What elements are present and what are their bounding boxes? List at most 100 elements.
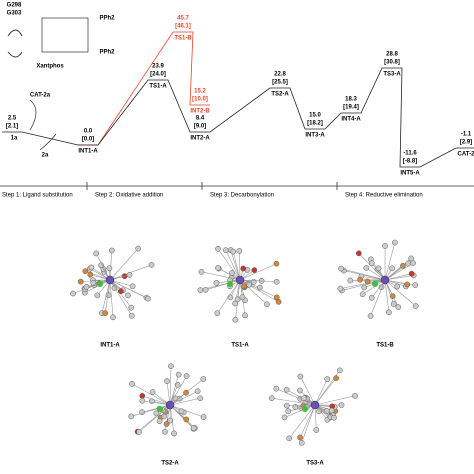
bond bbox=[109, 279, 149, 299]
atom bbox=[117, 288, 124, 295]
atom bbox=[386, 309, 392, 316]
cl-atom bbox=[372, 281, 378, 287]
atom bbox=[368, 260, 375, 267]
bond bbox=[384, 263, 409, 281]
atom bbox=[241, 283, 247, 290]
energy-alt: [10.0] bbox=[192, 97, 208, 103]
atom bbox=[106, 265, 113, 272]
atom bbox=[102, 310, 109, 317]
structure-label: INT1-A bbox=[100, 343, 120, 349]
atom bbox=[273, 385, 280, 392]
atom bbox=[230, 248, 237, 255]
bond bbox=[131, 404, 171, 417]
bond bbox=[109, 248, 139, 281]
bond bbox=[142, 400, 171, 406]
reagent: 1a bbox=[11, 136, 18, 142]
bond bbox=[289, 404, 316, 439]
structure-label: TS2-A bbox=[161, 461, 179, 467]
bond bbox=[384, 279, 399, 308]
atom bbox=[129, 381, 135, 387]
bond bbox=[358, 253, 386, 281]
bond bbox=[370, 279, 386, 317]
bond bbox=[169, 374, 179, 406]
energy: 22.8 bbox=[274, 72, 286, 78]
atom bbox=[236, 248, 243, 254]
atom bbox=[281, 414, 288, 421]
atom bbox=[183, 373, 190, 379]
atom bbox=[412, 303, 419, 309]
step-label: Step 1: Ligand substitution bbox=[2, 193, 73, 199]
atom bbox=[175, 371, 182, 378]
energy-alt: [18.2] bbox=[307, 121, 323, 127]
atom bbox=[190, 425, 197, 432]
atom bbox=[251, 267, 258, 273]
profile-line bbox=[2, 67, 474, 168]
atom bbox=[215, 265, 221, 271]
metal-atom bbox=[165, 400, 175, 410]
energy-alt: [-8.8] bbox=[403, 159, 417, 165]
atom bbox=[168, 363, 174, 370]
bond bbox=[201, 271, 241, 281]
energy-alt: [2.1] bbox=[6, 124, 18, 130]
bond bbox=[138, 404, 171, 433]
state-name: INT2-A bbox=[190, 136, 210, 142]
atom bbox=[227, 294, 234, 301]
energy-alt: [0.0] bbox=[82, 137, 94, 143]
energy: 2.5 bbox=[8, 116, 17, 122]
energy-alt: [19.4] bbox=[343, 105, 359, 111]
atom bbox=[347, 277, 354, 284]
energy: 18.3 bbox=[345, 97, 357, 103]
atom bbox=[283, 386, 290, 393]
atom bbox=[148, 261, 155, 268]
atom bbox=[105, 292, 112, 299]
state-name: TS1-B bbox=[174, 36, 192, 42]
atom bbox=[200, 376, 207, 382]
bond bbox=[239, 250, 241, 281]
state-name: INT3-A bbox=[305, 133, 325, 139]
atom bbox=[338, 402, 345, 408]
bond bbox=[205, 279, 241, 291]
atom bbox=[352, 393, 358, 399]
atom bbox=[357, 276, 363, 283]
atom bbox=[70, 290, 76, 297]
bond bbox=[109, 279, 114, 318]
atom bbox=[297, 434, 303, 441]
step-label: Step 4: Reductive elimination bbox=[345, 193, 423, 199]
atom bbox=[337, 285, 344, 292]
energy-profile: 2.5 [2.1] 0.0 [0.0] INT1-A 23.9 [24.0] TS1-A 45.… bbox=[2, 16, 474, 177]
bond bbox=[341, 268, 386, 281]
metal-atom bbox=[235, 275, 245, 285]
legend-line: G303 bbox=[7, 11, 22, 17]
metal-atom bbox=[105, 275, 115, 285]
energy: -1.1 bbox=[461, 132, 472, 138]
bond bbox=[384, 273, 412, 281]
atom bbox=[197, 395, 204, 402]
atom bbox=[232, 316, 239, 323]
structures: INT1-A TS1-A TS1-B TS2-A TS3-A bbox=[70, 239, 419, 467]
atom bbox=[145, 295, 151, 302]
energy-alt: [24.0] bbox=[150, 72, 166, 78]
bond bbox=[104, 279, 111, 314]
atom bbox=[405, 260, 412, 267]
bond bbox=[239, 279, 277, 283]
ligand-symbol bbox=[7, 29, 23, 58]
atom bbox=[129, 283, 136, 290]
metal-atom bbox=[310, 400, 320, 410]
bond bbox=[84, 279, 111, 293]
bond bbox=[300, 376, 316, 406]
atom bbox=[214, 310, 221, 317]
structure-label: TS1-B bbox=[376, 343, 394, 349]
atom bbox=[333, 375, 339, 381]
atom bbox=[90, 279, 97, 286]
bond bbox=[340, 279, 386, 289]
bond bbox=[169, 375, 187, 406]
bond bbox=[72, 279, 111, 294]
ligand-drawing bbox=[41, 17, 89, 53]
cl-atom bbox=[97, 281, 103, 287]
atom bbox=[408, 270, 415, 277]
atom bbox=[359, 291, 366, 298]
atom bbox=[229, 270, 235, 276]
atom bbox=[382, 243, 388, 249]
atom bbox=[240, 265, 247, 272]
atom bbox=[328, 407, 335, 414]
